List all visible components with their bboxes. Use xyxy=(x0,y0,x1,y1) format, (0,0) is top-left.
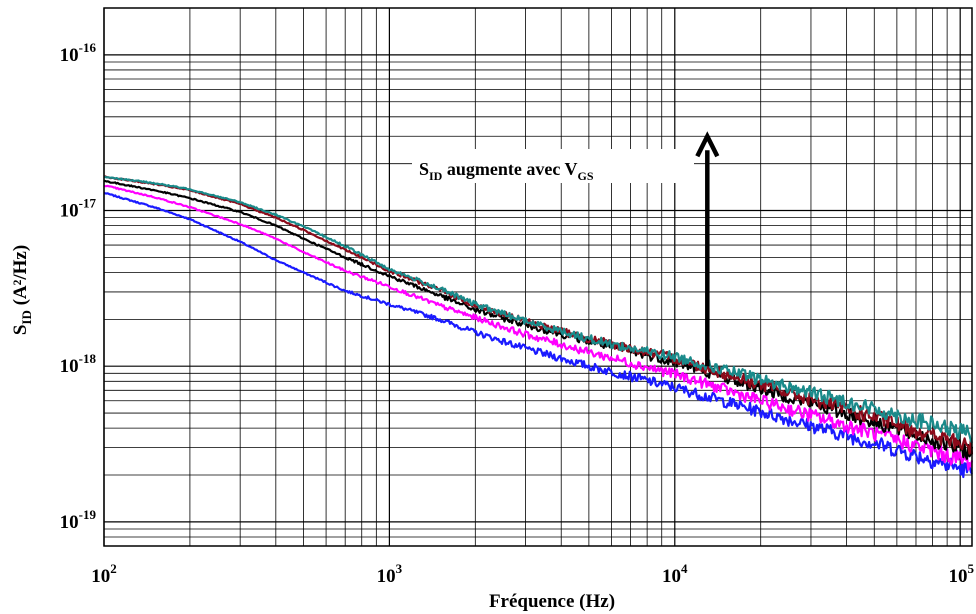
x-tick-label: 102 xyxy=(91,561,117,587)
y-tick-labels: 10-16 10-17 10-18 10-19 xyxy=(60,40,97,533)
svg-text:SID (A²/Hz): SID (A²/Hz) xyxy=(10,245,34,335)
annotation-arrowhead xyxy=(695,131,720,158)
series-line-5 xyxy=(103,175,973,444)
series-line-2 xyxy=(103,184,974,471)
annotation-text: SID augmente avec VGS xyxy=(419,159,594,183)
series-group xyxy=(103,175,974,479)
series-line-3 xyxy=(104,179,974,460)
y-tick-label: 10-18 xyxy=(60,351,97,377)
x-axis-label: Fréquence (Hz) xyxy=(489,591,615,612)
plot-frame xyxy=(103,7,973,547)
y-tick-label: 10-19 xyxy=(60,507,97,533)
x-tick-labels: 102 103 104 105 xyxy=(91,561,974,587)
series-line-1 xyxy=(103,191,973,479)
x-tick-label: 105 xyxy=(949,561,975,587)
x-tick-label: 103 xyxy=(377,561,403,587)
y-axis-label: SID (A²/Hz) xyxy=(10,245,34,335)
y-tick-label: 10-16 xyxy=(60,40,97,66)
y-tick-label: 10-17 xyxy=(60,196,97,222)
x-tick-label: 104 xyxy=(662,561,688,587)
annotation-background xyxy=(412,149,694,183)
annotation-group: SID augmente avec VGS xyxy=(412,131,720,367)
